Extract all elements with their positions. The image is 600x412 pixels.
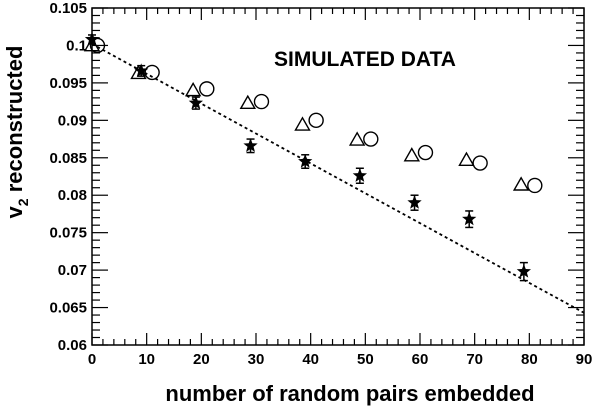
- data-points-layer: [83, 31, 543, 282]
- x-tick-label: 70: [466, 351, 483, 368]
- y-tick-label: 0.1: [66, 37, 87, 54]
- triangle-point: [458, 151, 475, 166]
- star-point: [352, 168, 367, 182]
- star-point: [462, 211, 477, 226]
- y-tick-label: 0.06: [58, 337, 87, 354]
- triangle-point: [239, 94, 257, 110]
- triangle-point: [403, 147, 421, 162]
- fit-line: [91, 43, 585, 314]
- y-tick-label: 0.065: [49, 300, 87, 317]
- circle-point: [144, 64, 160, 81]
- triangle-point: [512, 176, 530, 191]
- star-point: [516, 264, 531, 278]
- circle-point: [89, 37, 106, 54]
- x-tick-label: 90: [576, 351, 593, 368]
- star-point: [298, 154, 313, 168]
- x-tick-label: 0: [88, 351, 96, 368]
- annotation-simulated-data: SIMULATED DATA: [274, 48, 456, 71]
- y-axis-title-main: v: [2, 205, 27, 218]
- circle-point: [472, 155, 488, 171]
- circle-point: [253, 93, 270, 110]
- y-tick-label: 0.105: [49, 0, 87, 17]
- circle-point: [527, 177, 543, 194]
- star-point: [243, 138, 258, 152]
- circle-point: [308, 112, 324, 129]
- star-point: [407, 195, 422, 209]
- y-axis-title: v2 reconstructed: [2, 46, 31, 219]
- x-tick-label: 40: [302, 351, 319, 368]
- x-tick-label: 20: [193, 351, 210, 368]
- y-tick-label: 0.095: [49, 75, 87, 92]
- triangle-point: [130, 64, 147, 80]
- star-point: [188, 95, 203, 110]
- circle-point: [363, 131, 379, 147]
- x-tick-label: 10: [138, 351, 155, 368]
- x-tick-label: 60: [412, 351, 429, 368]
- y-axis-title-subscript: 2: [15, 198, 31, 206]
- circle-point: [417, 144, 434, 161]
- triangle-point: [348, 131, 366, 146]
- x-axis-title: number of random pairs embedded: [165, 381, 534, 406]
- y-tick-label: 0.085: [49, 150, 87, 167]
- x-tick-label: 50: [357, 351, 374, 368]
- x-tick-label: 30: [248, 351, 265, 368]
- axes: 0 10 20 30 40 50 60 70 80 90 0.06 0.065 0.07 0.075 0.0…: [49, 0, 592, 368]
- fit-line-layer: [91, 43, 585, 314]
- y-tick-label: 0.08: [58, 187, 87, 204]
- triangle-point: [294, 116, 311, 131]
- y-axis-title-rest: reconstructed: [2, 46, 27, 199]
- y-tick-label: 0.075: [49, 225, 87, 242]
- triangle-point: [184, 81, 202, 97]
- y-tick-label: 0.07: [58, 262, 87, 279]
- x-tick-label: 80: [521, 351, 538, 368]
- plot-frame: [91, 7, 585, 346]
- circle-point: [199, 81, 215, 97]
- y-tick-label: 0.09: [58, 112, 87, 129]
